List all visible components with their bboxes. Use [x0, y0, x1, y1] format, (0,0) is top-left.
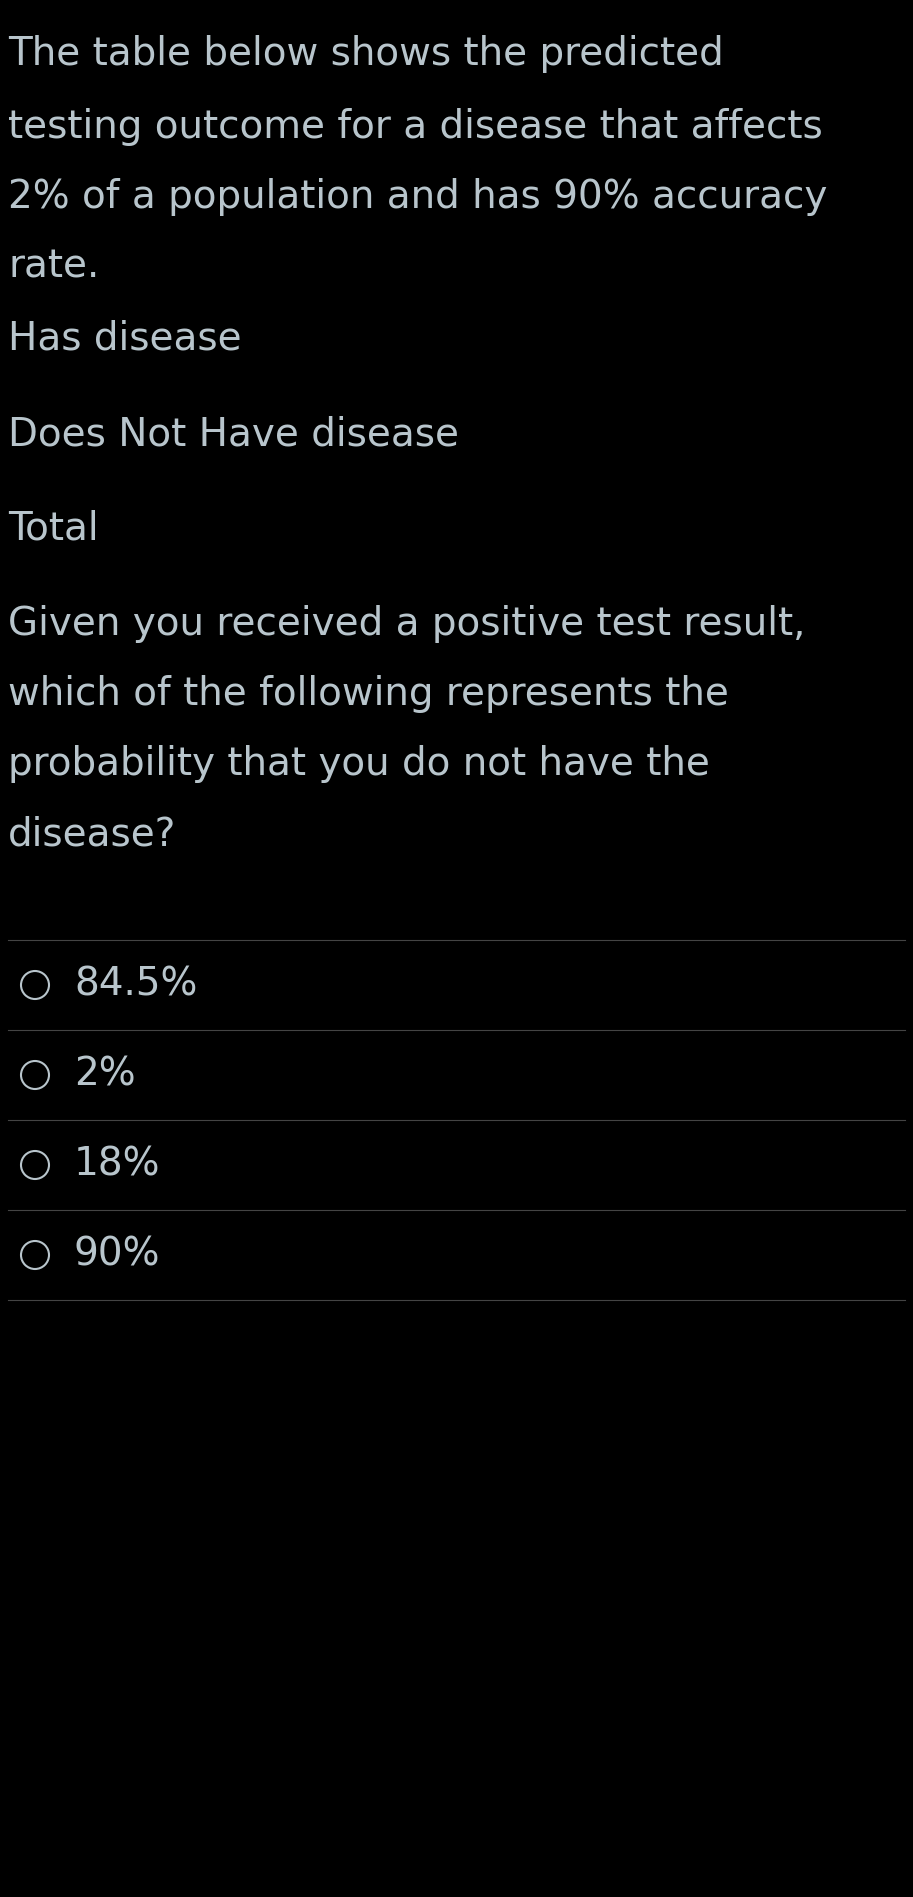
- Text: 84.5%: 84.5%: [74, 966, 197, 1004]
- Text: Does Not Have disease: Does Not Have disease: [8, 415, 459, 453]
- Text: disease?: disease?: [8, 816, 176, 854]
- Text: which of the following represents the: which of the following represents the: [8, 675, 729, 713]
- Text: probability that you do not have the: probability that you do not have the: [8, 746, 710, 783]
- Text: 18%: 18%: [74, 1146, 161, 1184]
- Text: Given you received a positive test result,: Given you received a positive test resul…: [8, 605, 805, 643]
- Text: The table below shows the predicted: The table below shows the predicted: [8, 34, 724, 72]
- Text: testing outcome for a disease that affects: testing outcome for a disease that affec…: [8, 108, 823, 146]
- Text: Total: Total: [8, 510, 99, 548]
- Text: Has disease: Has disease: [8, 321, 242, 359]
- Text: 2% of a population and has 90% accuracy: 2% of a population and has 90% accuracy: [8, 178, 827, 216]
- Text: 2%: 2%: [74, 1057, 136, 1095]
- Text: rate.: rate.: [8, 249, 100, 286]
- Text: 90%: 90%: [74, 1237, 161, 1275]
